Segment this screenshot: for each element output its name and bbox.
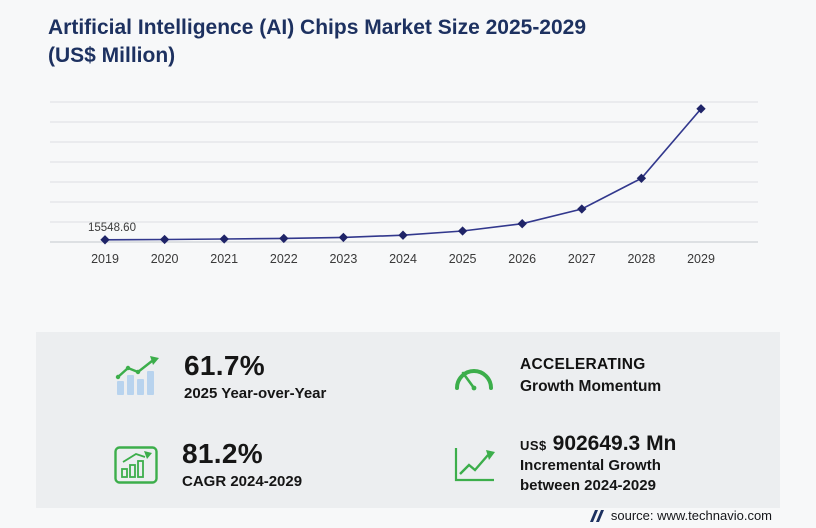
x-axis-label: 2023 [329, 252, 357, 266]
x-axis-label: 2021 [210, 252, 238, 266]
line-chart-arrow-icon [452, 444, 496, 484]
chart-canvas: 15548.60 2019 2020 2021 2022 2023 2024 2025 2026… [50, 101, 758, 266]
yoy-text: 61.7% 2025 Year-over-Year [184, 350, 326, 402]
stats-panel: 61.7% 2025 Year-over-Year ACCELERATING G… [36, 332, 780, 508]
chart-point [577, 204, 587, 214]
series-line [104, 108, 702, 241]
cagr-value: 81.2% [182, 438, 263, 469]
momentum-text: ACCELERATING Growth Momentum [520, 356, 661, 396]
stat-momentum: ACCELERATING Growth Momentum [408, 332, 780, 420]
page-title-line1: Artificial Intelligence (AI) Chips Marke… [48, 16, 587, 39]
chart-point [398, 230, 408, 240]
page-title-line2: (US$ Million) [48, 43, 176, 67]
source-attribution: source: www.technavio.com [589, 508, 772, 523]
momentum-label: Growth Momentum [520, 378, 662, 395]
incremental-text: US$ 902649.3 Mn Incremental Growth betwe… [520, 432, 676, 497]
source-text: source: www.technavio.com [610, 508, 772, 523]
incremental-currency: US$ [520, 437, 547, 453]
technavio-logo-icon [589, 509, 604, 522]
cagr-text: 81.2% CAGR 2024-2029 [182, 438, 302, 490]
momentum-value: ACCELERATING [520, 356, 646, 373]
cagr-label: CAGR 2024-2029 [182, 473, 303, 490]
incremental-value: US$ 902649.3 Mn [520, 432, 676, 456]
chart-point [219, 234, 229, 244]
chart-point [338, 232, 349, 243]
yoy-value: 61.7% [184, 350, 265, 381]
x-axis-label: 2029 [687, 252, 715, 266]
x-axis-label: 2020 [151, 252, 179, 266]
chart-point [696, 104, 706, 114]
first-point-label: 15548.60 [88, 222, 136, 234]
chart-point [159, 234, 170, 245]
chart-point [457, 226, 468, 236]
chart-point [100, 235, 110, 245]
yoy-label: 2025 Year-over-Year [184, 385, 327, 402]
chart-point [517, 219, 527, 229]
x-axis-label: 2025 [449, 252, 477, 266]
x-axis-label: 2022 [270, 252, 298, 266]
incremental-amount: 902649.3 Mn [552, 431, 677, 455]
x-axis-label: 2019 [91, 252, 119, 266]
market-line-chart: 15548.60 2019 2020 2021 2022 2023 2024 2025 2026… [48, 92, 760, 272]
x-axis-label: 2028 [627, 252, 655, 266]
x-axis-label: 2026 [508, 252, 536, 266]
incremental-label-line2: between 2024-2029 [520, 477, 656, 494]
x-axis-label: 2024 [389, 252, 417, 266]
chart-box-icon [114, 444, 158, 484]
x-axis-label: 2027 [568, 252, 596, 266]
incremental-label-line1: Incremental Growth [520, 456, 661, 474]
speedometer-icon [452, 360, 496, 392]
stat-yoy: 61.7% 2025 Year-over-Year [36, 332, 408, 420]
stat-incremental: US$ 902649.3 Mn Incremental Growth betwe… [408, 420, 780, 508]
stat-cagr: 81.2% CAGR 2024-2029 [36, 420, 408, 508]
page-title: Artificial Intelligence (AI) Chips Marke… [48, 14, 748, 69]
bar-chart-growth-icon [114, 355, 160, 397]
